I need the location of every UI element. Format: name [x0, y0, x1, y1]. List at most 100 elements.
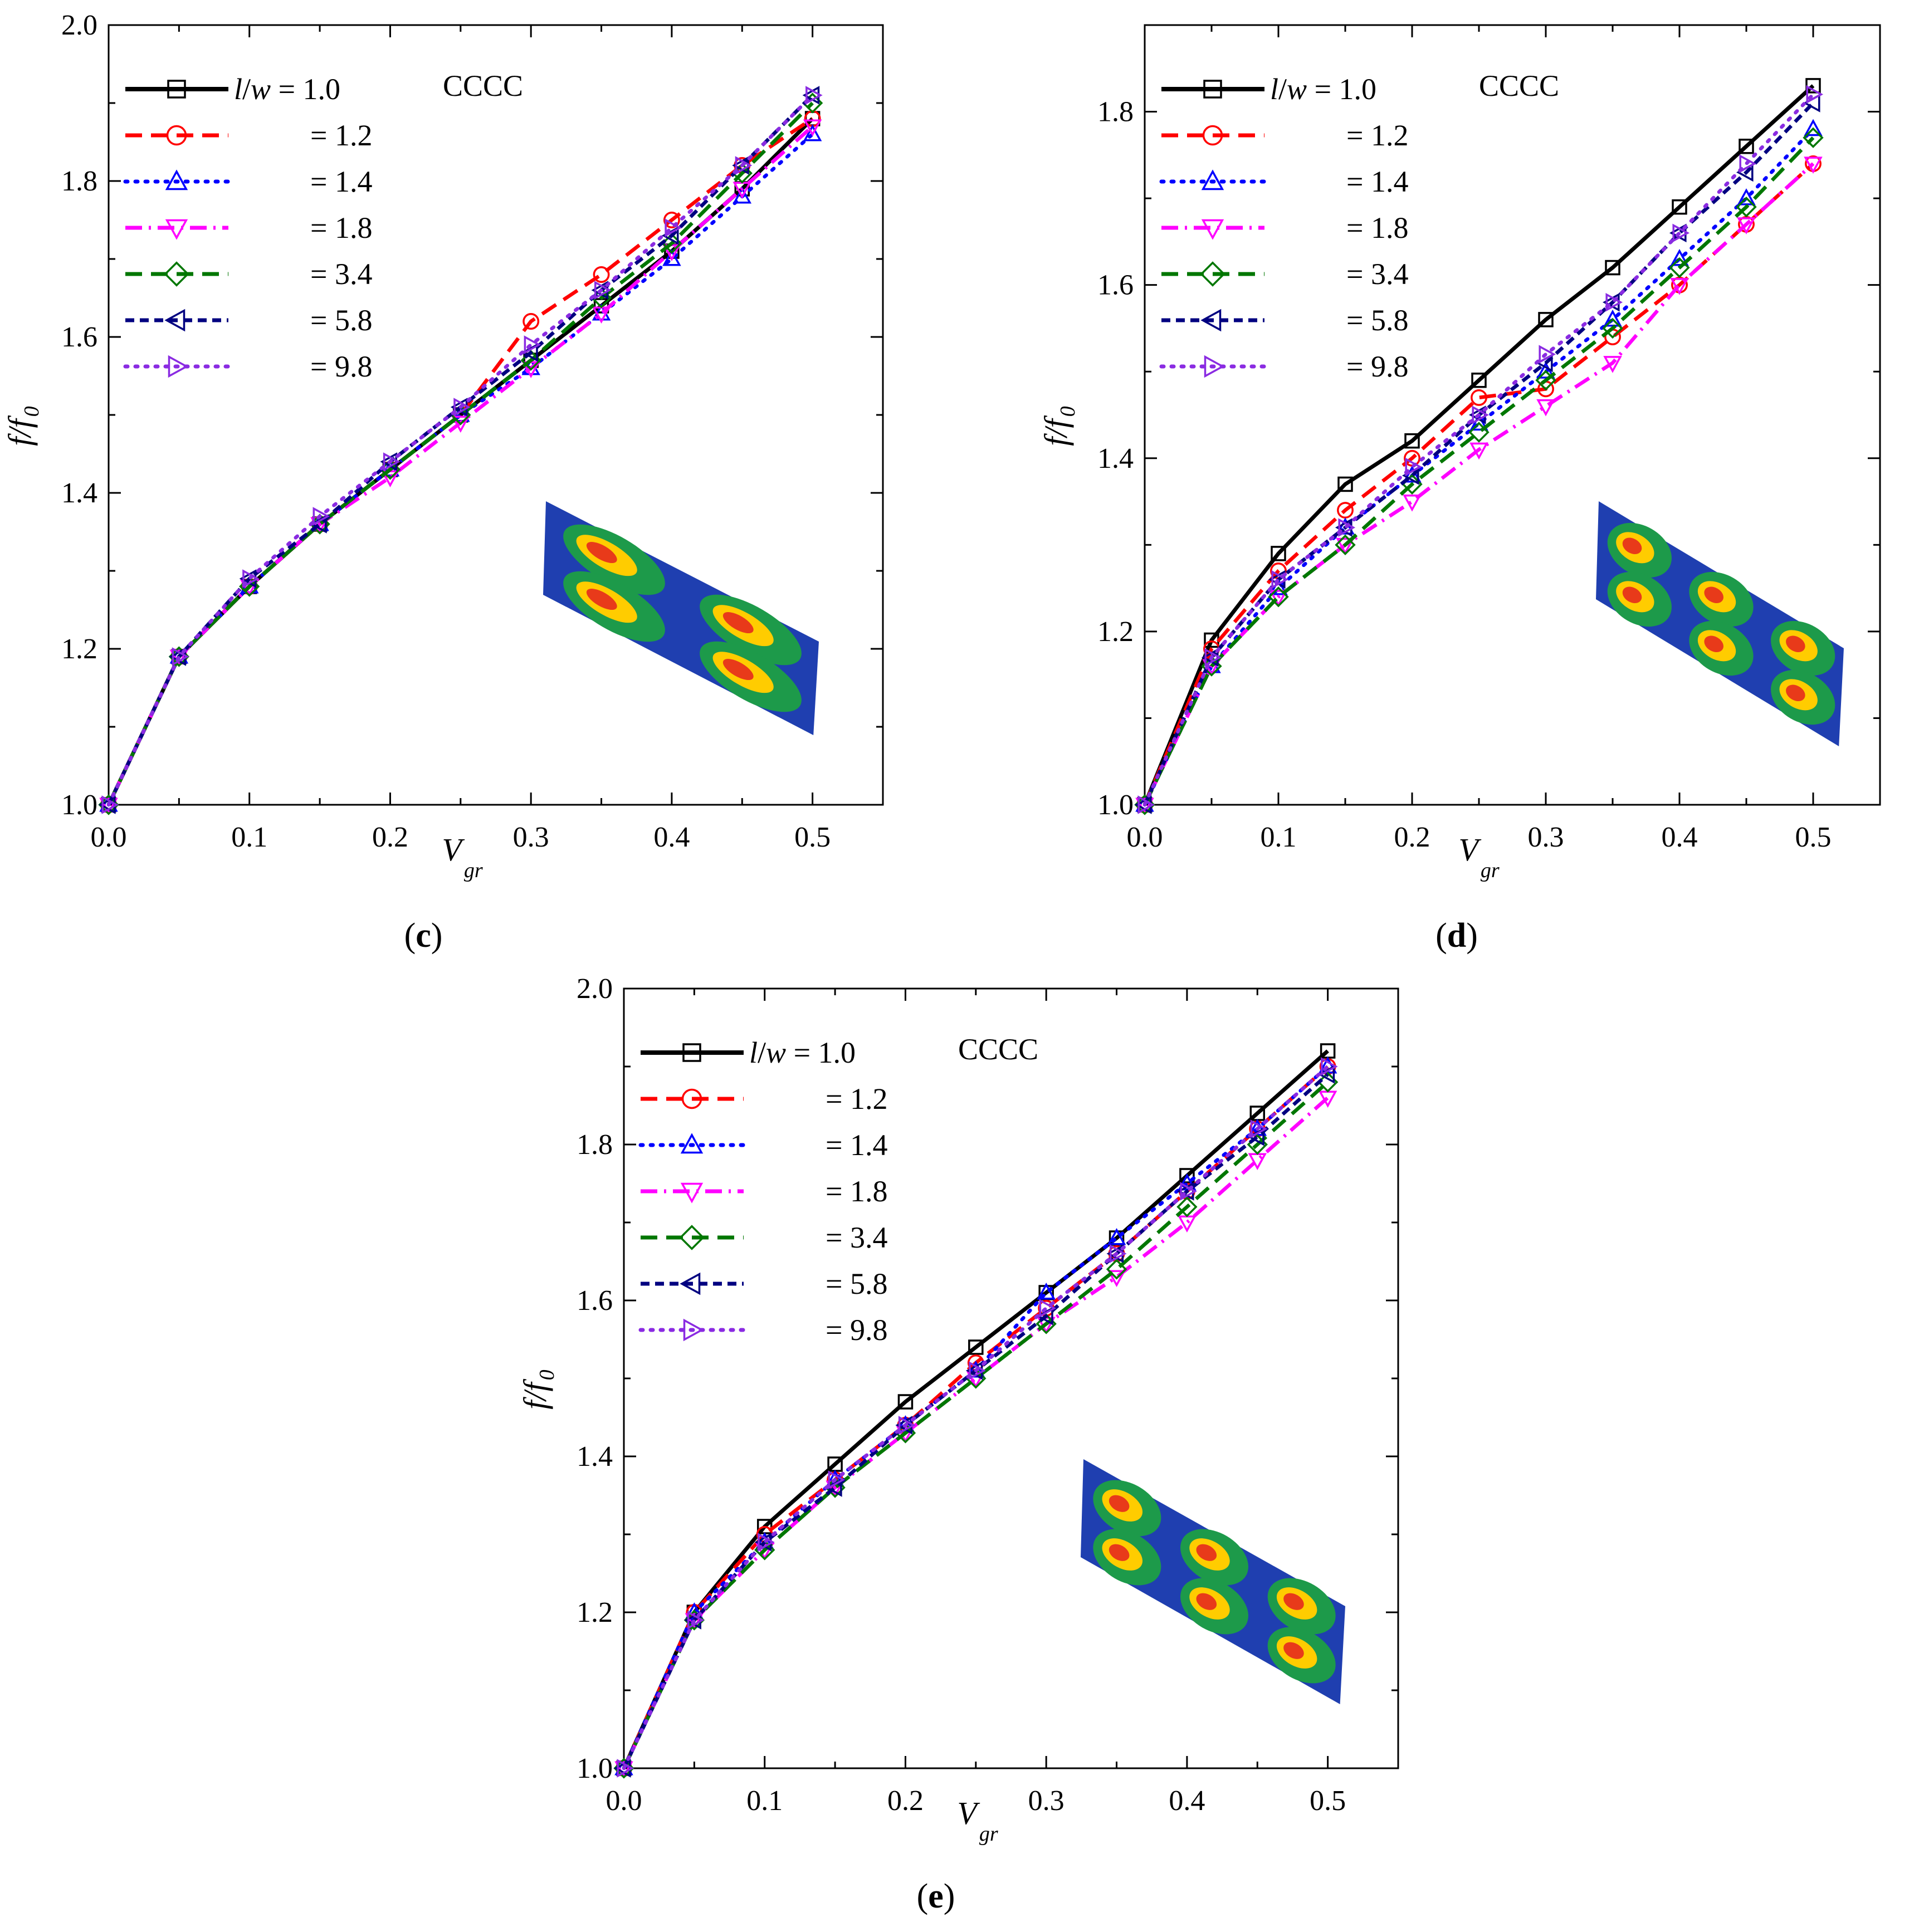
legend-label-1.0: l/w = 1.0 — [749, 1036, 856, 1069]
mode-lobe-peak — [1786, 684, 1805, 701]
legend-var-w: w — [251, 72, 271, 106]
bc-label: CCCC — [443, 69, 523, 102]
data-point-9.8 — [805, 86, 823, 105]
series-line-9.8 — [1142, 92, 1815, 807]
y-tick-label: 1.8 — [577, 1129, 613, 1161]
data-point-1.0 — [1605, 260, 1620, 276]
y-tick-label: 1.2 — [1097, 616, 1134, 648]
series-line-1.2 — [107, 117, 814, 806]
y-axis-label: f/f0 — [2, 406, 43, 446]
data-point-1.8 — [1804, 156, 1823, 174]
y-tick-label: 1.6 — [577, 1285, 613, 1317]
mode-lobe-peak — [586, 542, 617, 564]
legend-label-9.8: = 9.8 — [826, 1313, 887, 1347]
legend-marker-3.4 — [679, 1225, 705, 1250]
panel-label-letter: e — [928, 1877, 944, 1915]
data-point-9.8 — [828, 1470, 846, 1489]
chart-panel-e: 0.0 0.1 0.2 0.3 0.4 0.5 1.0 1.2 1.4 1.6 1.8 2.0 Vgr f… — [517, 973, 1399, 1915]
data-point-1.4 — [1403, 465, 1422, 483]
data-point-1.4 — [662, 248, 681, 266]
data-point-9.8 — [453, 398, 471, 417]
bc-label: CCCC — [1479, 69, 1559, 102]
mode-lobe-peak — [1283, 1642, 1304, 1659]
legend-marker-5.8 — [680, 1272, 701, 1295]
y-tick-label: 1.0 — [61, 789, 97, 821]
data-point-3.4 — [1176, 1196, 1198, 1217]
legend-var-w: w — [1287, 72, 1307, 106]
legend-value: = 1.4 — [1346, 165, 1408, 198]
legend-value: = 5.8 — [1346, 304, 1408, 337]
data-point-1.2 — [523, 313, 540, 330]
data-point-3.4 — [1803, 127, 1824, 148]
data-point-9.8 — [1250, 1119, 1268, 1138]
panel-label-letter: c — [416, 917, 431, 955]
mode-lobe-peak — [1622, 537, 1642, 554]
data-point-1.4 — [1536, 361, 1555, 379]
y-tick-label: 1.6 — [61, 321, 97, 353]
legend-marker-1.0 — [167, 80, 186, 99]
legend-value: = 3.4 — [1346, 257, 1408, 291]
x-tick-label: 0.1 — [1261, 821, 1297, 853]
x-axis-label-sub: gr — [979, 1822, 998, 1846]
legend-value: = 5.8 — [310, 304, 372, 337]
series-line-3.4 — [107, 101, 814, 806]
panel-label: (d) — [1435, 917, 1478, 955]
legend-value: = 1.2 — [826, 1082, 887, 1116]
mode-lobe-peak — [1704, 586, 1723, 603]
data-point-9.8 — [1739, 154, 1757, 173]
legend-marker-9.8 — [683, 1318, 704, 1342]
y-tick-label: 1.4 — [1097, 443, 1134, 475]
data-point-9.8 — [524, 335, 541, 354]
series-line-1.2 — [1143, 162, 1815, 806]
legend-value: = 1.2 — [310, 119, 372, 152]
legend-value: = 1.0 — [271, 72, 340, 106]
legend-marker-9.8 — [168, 355, 189, 378]
y-axis-label: f/f0 — [1038, 406, 1080, 446]
data-point-9.8 — [101, 795, 119, 814]
data-point-1.8 — [99, 798, 118, 815]
legend-value: = 9.8 — [826, 1313, 887, 1347]
data-point-9.8 — [312, 507, 330, 526]
data-point-9.8 — [758, 1533, 775, 1552]
x-axis-label-sub: gr — [1481, 859, 1500, 882]
data-point-1.8 — [1536, 399, 1555, 417]
data-point-9.8 — [1605, 293, 1623, 312]
y-tick-label: 1.0 — [1097, 789, 1134, 821]
legend-marker-1.2 — [1202, 125, 1223, 146]
legend-label-1.8: = 1.8 — [1346, 211, 1408, 244]
data-point-9.8 — [1321, 1057, 1338, 1076]
x-tick-label: 0.0 — [91, 821, 127, 853]
y-tick-label: 1.0 — [577, 1753, 613, 1784]
data-point-1.4 — [1037, 1282, 1056, 1300]
data-point-1.8 — [1336, 537, 1355, 555]
mode-shape-inset — [1081, 1459, 1345, 1704]
data-point-9.8 — [1271, 570, 1289, 589]
data-point-9.8 — [1405, 457, 1423, 477]
legend-marker-1.2 — [681, 1088, 702, 1109]
panel-label-letter: d — [1447, 917, 1466, 955]
legend-marker-1.0 — [1203, 80, 1222, 99]
x-tick-label: 0.4 — [1662, 821, 1698, 853]
data-point-1.8 — [1603, 356, 1622, 373]
mode-lobe-peak — [1109, 1495, 1130, 1512]
y-axis-label: f/f0 — [517, 1369, 559, 1409]
data-point-1.8 — [1403, 495, 1422, 512]
data-point-9.8 — [1204, 648, 1222, 667]
x-axis-label: Vgr — [442, 832, 482, 882]
data-point-1.4 — [1603, 309, 1622, 327]
panel-label-close: ) — [431, 917, 443, 955]
data-point-9.8 — [687, 1611, 705, 1630]
data-point-1.0 — [1179, 1168, 1195, 1183]
data-point-1.8 — [614, 1761, 633, 1779]
data-point-1.0 — [1271, 546, 1286, 561]
y-tick-label: 1.2 — [61, 633, 97, 665]
data-point-1.4 — [1469, 413, 1488, 431]
y-axis-label-sub: 0 — [1056, 406, 1080, 417]
plot-frame — [1144, 24, 1881, 806]
x-tick-label: 0.1 — [231, 821, 267, 853]
legend-var-slash: / — [242, 72, 251, 106]
bc-label: CCCC — [958, 1033, 1038, 1066]
legend-marker-1.8 — [165, 219, 188, 240]
data-point-1.4 — [803, 124, 822, 141]
legend-value: = 5.8 — [826, 1267, 887, 1300]
